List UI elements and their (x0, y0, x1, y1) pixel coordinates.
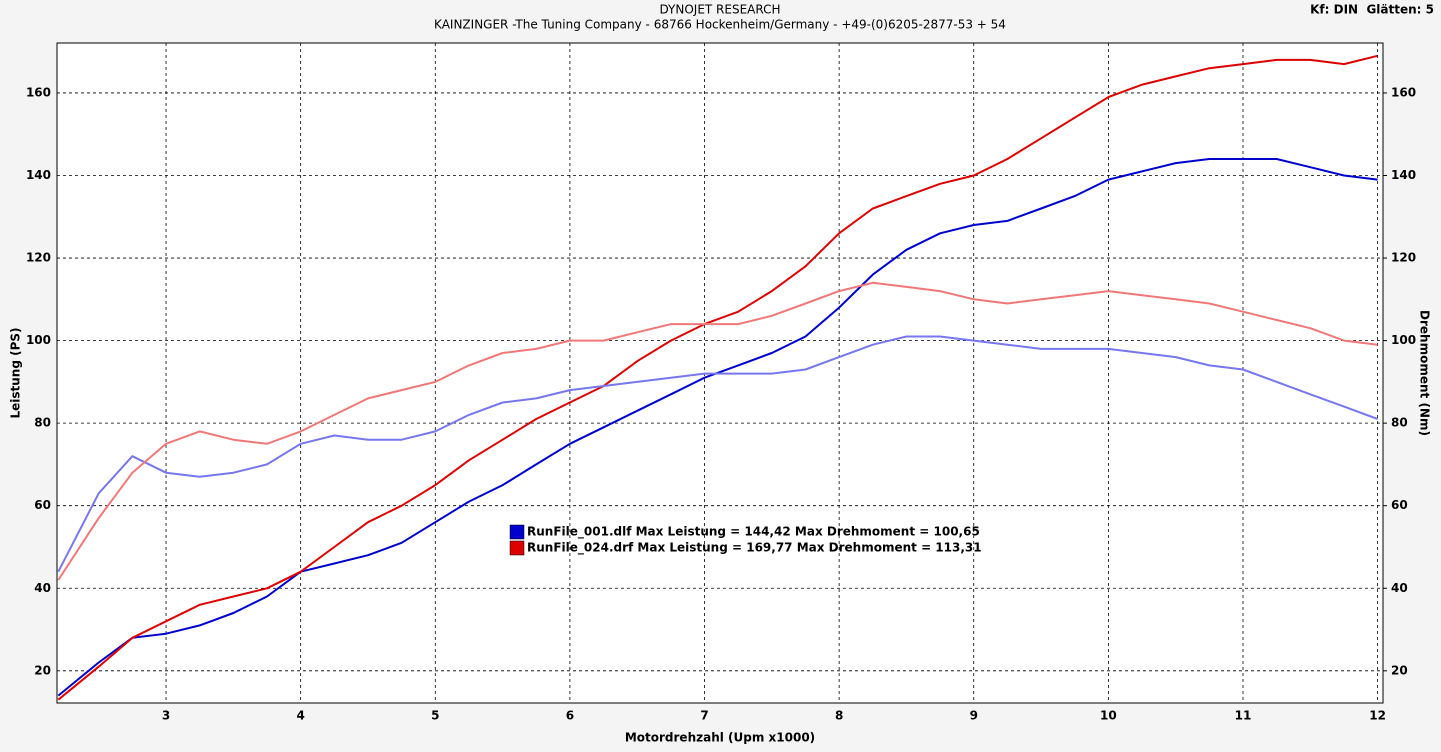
y2-tick-label: 160 (1391, 85, 1416, 99)
series-line (57, 335, 1378, 573)
x-tick-label: 6 (566, 709, 574, 723)
x-tick-label: 11 (1235, 709, 1252, 723)
y2-tick-label: 120 (1391, 251, 1416, 265)
y-tick-label: 80 (34, 416, 51, 430)
x-tick-label: 7 (700, 709, 708, 723)
x-tick-label: 5 (431, 709, 439, 723)
x-tick-label: 3 (162, 709, 170, 723)
y2-tick-label: 80 (1391, 416, 1408, 430)
legend-swatch (509, 524, 525, 540)
series-line (57, 158, 1378, 697)
y2-tick-label: 60 (1391, 498, 1408, 512)
y2-tick-label: 140 (1391, 168, 1416, 182)
y2-axis-label: Drehmoment (Nm) (1418, 310, 1432, 436)
x-tick-label: 4 (296, 709, 304, 723)
series-line (57, 281, 1378, 581)
y-tick-label: 140 (26, 168, 51, 182)
y2-tick-label: 20 (1391, 663, 1408, 677)
y-tick-label: 160 (26, 85, 51, 99)
y-tick-label: 40 (34, 581, 51, 595)
y2-tick-label: 40 (1391, 581, 1408, 595)
x-axis-label: Motordrehzahl (Upm x1000) (625, 731, 815, 745)
y-tick-label: 120 (26, 251, 51, 265)
series-line (57, 54, 1378, 701)
chart-title: DYNOJET RESEARCH (659, 3, 780, 17)
x-tick-label: 10 (1100, 709, 1117, 723)
y-tick-label: 100 (26, 333, 51, 347)
x-tick-label: 12 (1369, 709, 1386, 723)
y-tick-label: 60 (34, 498, 51, 512)
y2-tick-label: 100 (1391, 333, 1416, 347)
legend-swatch (509, 540, 525, 556)
chart-subtitle: KAINZINGER -The Tuning Company - 68766 H… (434, 18, 1006, 32)
x-tick-label: 9 (970, 709, 978, 723)
legend-entry: RunFile_001.dlf Max Leistung = 144,42 Ma… (527, 525, 980, 540)
settings-label: Kf: DIN Glätten: 5 (1310, 3, 1434, 17)
y-axis-label: Leistung (PS) (9, 327, 23, 418)
x-tick-label: 8 (835, 709, 843, 723)
y-tick-label: 20 (34, 663, 51, 677)
legend-entry: RunFile_024.drf Max Leistung = 169,77 Ma… (527, 541, 982, 556)
